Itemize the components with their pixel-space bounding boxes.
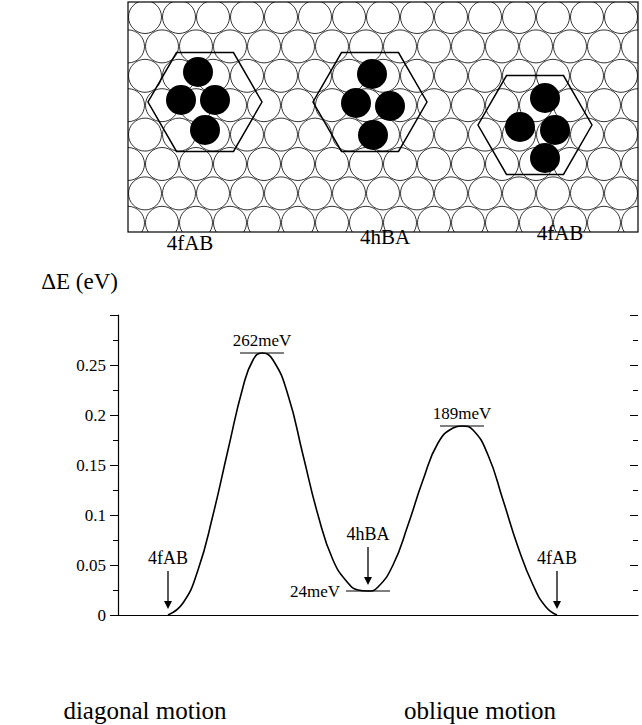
svg-text:0.15: 0.15 <box>76 456 106 475</box>
svg-text:0.1: 0.1 <box>85 506 106 525</box>
svg-text:4fAB: 4fAB <box>148 548 188 568</box>
svg-text:262meV: 262meV <box>233 331 292 350</box>
svg-text:ΔE (eV): ΔE (eV) <box>41 269 118 294</box>
svg-text:4fAB: 4fAB <box>537 548 577 568</box>
svg-text:0.25: 0.25 <box>76 356 106 375</box>
svg-text:24meV: 24meV <box>290 582 341 601</box>
svg-text:oblique motion: oblique motion <box>404 697 557 724</box>
svg-text:4hBA: 4hBA <box>360 225 411 249</box>
svg-text:0: 0 <box>98 606 107 625</box>
svg-text:189meV: 189meV <box>433 404 492 423</box>
svg-text:4hBA: 4hBA <box>346 524 389 544</box>
svg-text:diagonal motion: diagonal motion <box>63 697 227 724</box>
svg-text:4fAB: 4fAB <box>537 221 584 245</box>
svg-text:0.2: 0.2 <box>85 406 106 425</box>
svg-text:4fAB: 4fAB <box>167 231 214 255</box>
svg-text:0.05: 0.05 <box>76 556 106 575</box>
